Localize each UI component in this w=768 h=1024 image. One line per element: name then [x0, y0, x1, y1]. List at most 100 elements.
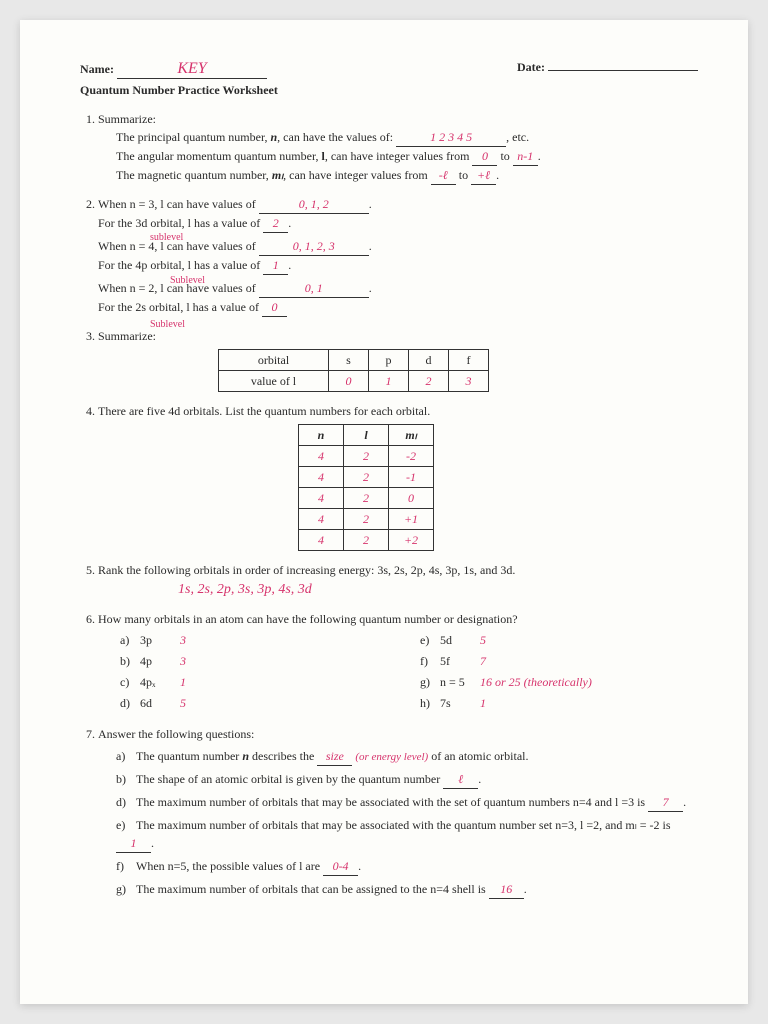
q6-item: c)4pₓ1	[120, 673, 398, 691]
q2-a6: 0	[262, 298, 287, 317]
q4-cell: 4	[299, 509, 344, 530]
q7-item: a)The quantum number n describes the siz…	[116, 747, 698, 766]
q6-answer: 7	[480, 654, 486, 668]
q3-cell: 0	[329, 371, 369, 392]
q4-cell: 2	[344, 509, 389, 530]
q4-cell: +2	[389, 530, 434, 551]
q6-answer: 5	[180, 696, 186, 710]
question-5: Rank the following orbitals in order of …	[98, 561, 698, 600]
q1-ans1: 1 2 3 4 5	[396, 128, 506, 147]
q2-a3: 0, 1, 2, 3	[259, 237, 369, 256]
q3-cell: s	[329, 350, 369, 371]
q6-item: h)7s1	[420, 694, 698, 712]
q2-note1: sublevel	[150, 230, 183, 245]
q4-cell: +1	[389, 509, 434, 530]
q1-label: Summarize:	[98, 112, 156, 126]
q6-item: d)6d5	[120, 694, 398, 712]
name-field: Name: KEY	[80, 60, 267, 79]
question-3: Summarize: orbitalspdf value of l0123	[98, 327, 698, 392]
q6-answer: 16 or 25 (theoretically)	[480, 675, 592, 689]
q6-item: a)3p3	[120, 631, 398, 649]
q6-answer: 1	[480, 696, 486, 710]
q4-cell: 4	[299, 446, 344, 467]
name-value: KEY	[117, 60, 267, 79]
q6-item: b)4p3	[120, 652, 398, 670]
q7-item: g)The maximum number of orbitals that ca…	[116, 880, 698, 899]
q7-item: b)The shape of an atomic orbital is give…	[116, 770, 698, 789]
q2-a1: 0, 1, 2	[259, 195, 369, 214]
q6-left: a)3p3 b)4p3 c)4pₓ1 d)6d5	[98, 628, 398, 715]
q5-answer: 1s, 2s, 2p, 3s, 3p, 4s, 3d	[178, 579, 698, 600]
q4-cell: 0	[389, 488, 434, 509]
q4-text: There are five 4d orbitals. List the qua…	[98, 404, 430, 418]
date-field: Date:	[517, 60, 698, 79]
q6-item: f)5f7	[420, 652, 698, 670]
question-6: How many orbitals in an atom can have th…	[98, 610, 698, 715]
header-row: Name: KEY Date:	[80, 60, 698, 79]
q1-ans2b: n-1	[513, 147, 538, 166]
q6-answer: 3	[180, 633, 186, 647]
q4-header: mₗ	[389, 425, 434, 446]
q7-list: a)The quantum number n describes the siz…	[98, 747, 698, 899]
q2-a4: 1	[263, 256, 288, 275]
question-1: Summarize: The principal quantum number,…	[98, 110, 698, 185]
q4-cell: 4	[299, 530, 344, 551]
q6-grid: a)3p3 b)4p3 c)4pₓ1 d)6d5 e)5d5 f)5f7 g)n = 51…	[98, 628, 698, 715]
question-7: Answer the following questions: a)The qu…	[98, 725, 698, 899]
q1-ans2a: 0	[472, 147, 497, 166]
question-list: Summarize: The principal quantum number,…	[80, 110, 698, 899]
q1-ans3a: -ℓ	[431, 166, 456, 185]
q5-text: Rank the following orbitals in order of …	[98, 563, 515, 577]
q3-label: Summarize:	[98, 329, 156, 343]
q6-item: e)5d5	[420, 631, 698, 649]
q4-cell: 2	[344, 530, 389, 551]
question-2: When n = 3, l can have values of 0, 1, 2…	[98, 195, 698, 317]
q4-header: n	[299, 425, 344, 446]
date-value	[548, 70, 698, 71]
q7-answer: ℓ	[443, 770, 478, 789]
q7-answer: 1	[116, 834, 151, 853]
q1-body: The principal quantum number, n, can hav…	[116, 128, 698, 185]
q6-item: g)n = 516 or 25 (theoretically)	[420, 673, 698, 691]
q4-cell: -2	[389, 446, 434, 467]
q3-cell: 1	[369, 371, 409, 392]
q3-cell: p	[369, 350, 409, 371]
q7-item: e)The maximum number of orbitals that ma…	[116, 816, 698, 853]
q6-answer: 5	[480, 633, 486, 647]
q4-cell: -1	[389, 467, 434, 488]
q6-text: How many orbitals in an atom can have th…	[98, 612, 518, 626]
q7-text: Answer the following questions:	[98, 727, 254, 741]
worksheet-page: Name: KEY Date: Quantum Number Practice …	[20, 20, 748, 1004]
q4-cell: 2	[344, 467, 389, 488]
q3-cell: 3	[449, 371, 489, 392]
q7-answer: 16	[489, 880, 524, 899]
q4-cell: 4	[299, 488, 344, 509]
q7-item: f)When n=5, the possible values of l are…	[116, 857, 698, 876]
q2-note2: Sublevel	[170, 273, 205, 288]
q4-cell: 2	[344, 446, 389, 467]
q2-a5: 0, 1	[259, 279, 369, 298]
q3-cell: f	[449, 350, 489, 371]
name-label: Name:	[80, 62, 114, 76]
q7-item: d)The maximum number of orbitals that ma…	[116, 793, 698, 812]
q4-table: nlmₗ 42-242-142042+142+2	[298, 424, 434, 551]
q1-ans3b: +ℓ	[471, 166, 496, 185]
q3-cell: 2	[409, 371, 449, 392]
q2-a2: 2	[263, 214, 288, 233]
q7-answer: 7	[648, 793, 683, 812]
q6-answer: 3	[180, 654, 186, 668]
q7-answer: 0-4	[323, 857, 358, 876]
q4-header: l	[344, 425, 389, 446]
q3-table: orbitalspdf value of l0123	[218, 349, 489, 392]
q3-cell: value of l	[219, 371, 329, 392]
q6-right: e)5d5 f)5f7 g)n = 516 or 25 (theoretically…	[398, 628, 698, 715]
q2-note3: Sublevel	[150, 317, 185, 332]
date-label: Date:	[517, 60, 545, 74]
worksheet-title: Quantum Number Practice Worksheet	[80, 83, 698, 98]
question-4: There are five 4d orbitals. List the qua…	[98, 402, 698, 551]
q6-answer: 1	[180, 675, 186, 689]
q7-answer: size	[317, 747, 352, 766]
q3-cell: orbital	[219, 350, 329, 371]
q4-cell: 2	[344, 488, 389, 509]
q3-cell: d	[409, 350, 449, 371]
